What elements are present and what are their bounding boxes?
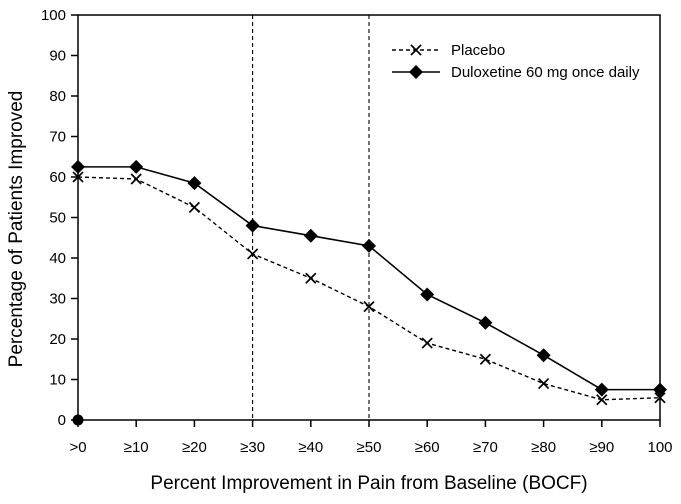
y-axis-tick-label: 20 (49, 331, 66, 348)
x-axis-tick-label: >0 (69, 439, 86, 456)
x-axis-tick-label: ≥30 (240, 439, 265, 456)
duloxetine-diamond-marker (362, 238, 376, 253)
placebo-x-marker (537, 377, 550, 390)
placebo-key-icon (392, 44, 440, 56)
duloxetine-diamond-marker (594, 382, 609, 397)
y-axis-tick-label: 70 (49, 129, 66, 146)
duloxetine-diamond-marker (187, 176, 202, 191)
placebo-x-marker (72, 171, 84, 183)
y-axis-tick-label: 30 (49, 291, 66, 308)
duloxetine-diamond-marker (420, 287, 435, 302)
legend: Placebo Duloxetine 60 mg once daily (391, 39, 639, 83)
placebo-x-marker (246, 248, 259, 260)
duloxetine-diamond-marker (653, 382, 667, 397)
placebo-x-marker (421, 337, 433, 349)
y-axis-tick-label: 100 (41, 7, 66, 24)
y-axis-tick-label: 90 (49, 48, 66, 65)
y-axis-tick-label: 40 (49, 250, 66, 267)
placebo-x-marker (479, 353, 492, 365)
origin-dot-marker (72, 414, 84, 426)
y-axis-tick-label: 80 (49, 88, 66, 105)
legend-item-placebo: Placebo (391, 39, 639, 61)
y-axis-title: Percentage of Patients Improved (6, 90, 27, 368)
duloxetine-diamond-marker (129, 159, 144, 174)
duloxetine-diamond-marker (245, 218, 260, 233)
x-axis-tick-label: ≥60 (415, 439, 440, 456)
placebo-x-marker (596, 394, 608, 406)
x-axis-tick-label: ≥80 (531, 439, 556, 456)
y-axis-tick-label: 0 (58, 412, 66, 429)
y-axis-tick-label: 10 (49, 372, 66, 389)
x-axis-tick-label: ≥70 (473, 439, 498, 456)
x-axis-tick-label: 100 (647, 439, 672, 456)
placebo-x-marker (188, 201, 201, 213)
duloxetine-diamond-marker (303, 228, 318, 243)
legend-label-placebo: Placebo (451, 41, 506, 59)
legend-label-duloxetine: Duloxetine 60 mg once daily (451, 63, 640, 81)
y-axis-tick-label: 50 (49, 210, 66, 227)
x-axis-tick-label: ≥90 (589, 439, 614, 456)
x-axis-tick-label: ≥40 (298, 439, 323, 456)
placebo-x-marker (654, 392, 666, 404)
placebo-x-marker (305, 272, 317, 284)
x-axis-title: Percent Improvement in Pain from Baselin… (150, 473, 588, 494)
placebo-x-marker (130, 173, 142, 185)
y-axis-tick-label: 60 (49, 169, 66, 186)
duloxetine-diamond-marker (71, 159, 85, 174)
duloxetine-diamond-marker (478, 315, 493, 330)
placebo-x-marker (363, 300, 375, 313)
duloxetine-diamond-marker (536, 348, 551, 363)
duloxetine-key-icon (392, 65, 440, 79)
x-axis-tick-label: ≥50 (357, 439, 382, 456)
x-axis-tick-label: ≥10 (124, 439, 149, 456)
legend-item-duloxetine: Duloxetine 60 mg once daily (391, 61, 639, 83)
x-axis-tick-label: ≥20 (182, 439, 207, 456)
